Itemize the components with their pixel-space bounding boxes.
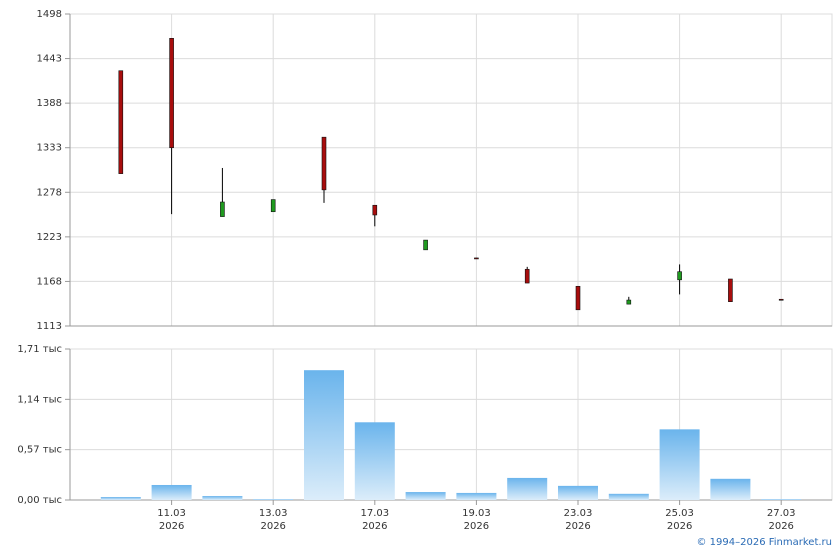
candle-body bbox=[778, 298, 784, 301]
candle-body bbox=[524, 268, 530, 284]
x-tick-label: 25.03 bbox=[665, 508, 694, 519]
volume-bar bbox=[608, 493, 649, 500]
volume-bar bbox=[405, 492, 446, 500]
candle-body bbox=[321, 136, 327, 191]
y-tick-label: 1,14 тыс bbox=[17, 394, 62, 405]
volume-bar bbox=[507, 477, 548, 500]
x-tick-label: 27.03 bbox=[767, 508, 796, 519]
volume-bar bbox=[456, 492, 497, 500]
volume-bar bbox=[558, 485, 598, 500]
x-tick-label: 13.03 bbox=[259, 508, 288, 519]
y-tick-label: 1333 bbox=[37, 143, 62, 154]
x-sublabel: 2026 bbox=[464, 521, 489, 532]
x-sublabel: 2026 bbox=[159, 521, 184, 532]
y-tick-label: 1168 bbox=[37, 276, 62, 287]
volume-bar bbox=[100, 496, 141, 500]
y-tick-label: 1498 bbox=[37, 9, 62, 20]
y-tick-label: 1443 bbox=[37, 54, 62, 65]
volume-bar bbox=[354, 422, 395, 500]
plot-frame bbox=[69, 348, 833, 501]
x-sublabel: 2026 bbox=[260, 521, 285, 532]
y-tick-label: 1,71 тыс bbox=[17, 344, 62, 355]
volume-bar bbox=[151, 484, 192, 500]
candle-body bbox=[423, 239, 428, 251]
y-tick-label: 0,57 тыс bbox=[17, 445, 62, 456]
y-tick-label: 1278 bbox=[37, 187, 62, 198]
y-tick-label: 1388 bbox=[37, 98, 62, 109]
x-sublabel: 2026 bbox=[667, 521, 692, 532]
x-tick-label: 19.03 bbox=[462, 508, 491, 519]
volume-bar bbox=[202, 496, 243, 500]
candle-body bbox=[728, 278, 733, 302]
y-tick-label: 1223 bbox=[37, 232, 62, 243]
candle-body bbox=[474, 257, 479, 260]
volume-bar bbox=[253, 499, 294, 500]
plot-frame bbox=[69, 13, 833, 327]
candle-body bbox=[118, 70, 124, 174]
volume-bar bbox=[304, 370, 344, 500]
x-tick-label: 17.03 bbox=[360, 508, 389, 519]
volume-bar bbox=[659, 429, 700, 500]
candle-body bbox=[677, 271, 682, 281]
candle-body bbox=[169, 38, 174, 149]
y-tick-label: 0,00 тыс bbox=[17, 495, 62, 506]
x-sublabel: 2026 bbox=[768, 521, 793, 532]
x-tick-label: 23.03 bbox=[564, 508, 593, 519]
x-sublabel: 2026 bbox=[565, 521, 590, 532]
candle-body bbox=[626, 299, 632, 305]
candle-body bbox=[372, 204, 378, 216]
footer: © 1994–2026 Finmarket.ru bbox=[696, 537, 832, 548]
y-tick-label: 1113 bbox=[37, 321, 62, 332]
x-sublabel: 2026 bbox=[362, 521, 387, 532]
x-tick-label: 11.03 bbox=[157, 508, 186, 519]
candle-body bbox=[575, 285, 581, 311]
candle-body bbox=[220, 201, 225, 217]
volume-bar bbox=[710, 478, 751, 500]
candle-body bbox=[270, 199, 276, 213]
volume-bar bbox=[761, 499, 802, 500]
